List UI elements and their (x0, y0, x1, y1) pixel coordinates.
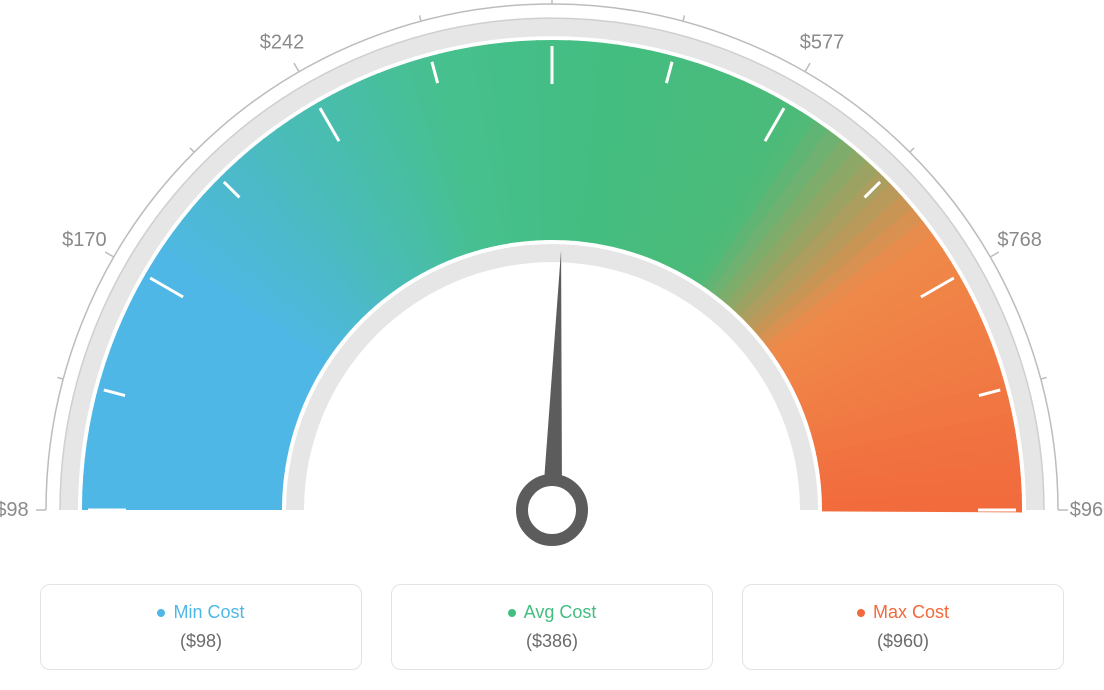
gauge-area: $98$170$242$386$577$768$960 (0, 0, 1104, 560)
legend-card: Avg Cost ($386) (391, 584, 713, 670)
gauge-tick-label: $242 (260, 31, 305, 53)
legend-value: ($960) (877, 631, 929, 652)
legend-value: ($386) (526, 631, 578, 652)
legend-card: Max Cost ($960) (742, 584, 1064, 670)
gauge-svg: $98$170$242$386$577$768$960 (0, 0, 1104, 560)
legend-card: Min Cost ($98) (40, 584, 362, 670)
gauge-tick-label: $960 (1070, 499, 1104, 521)
gauge-tick-label: $170 (62, 229, 107, 251)
legend-label: Min Cost (173, 602, 244, 623)
gauge-tick-label: $768 (997, 229, 1042, 251)
gauge-needle (545, 250, 562, 475)
legend-title: Avg Cost (508, 602, 597, 623)
gauge-tick-label: $98 (0, 499, 29, 521)
legend-dot-icon (857, 609, 865, 617)
legend-title: Min Cost (157, 602, 244, 623)
legend-dot-icon (508, 609, 516, 617)
legend-value: ($98) (180, 631, 222, 652)
legend-dot-icon (157, 609, 165, 617)
legend-label: Max Cost (873, 602, 949, 623)
legend-label: Avg Cost (524, 602, 597, 623)
gauge-tick-label: $577 (800, 31, 845, 53)
legend-title: Max Cost (857, 602, 949, 623)
legend: Min Cost ($98) Avg Cost ($386) Max Cost ($960… (0, 584, 1104, 670)
cost-gauge-chart: $98$170$242$386$577$768$960 Min Cost($98… (0, 0, 1104, 690)
